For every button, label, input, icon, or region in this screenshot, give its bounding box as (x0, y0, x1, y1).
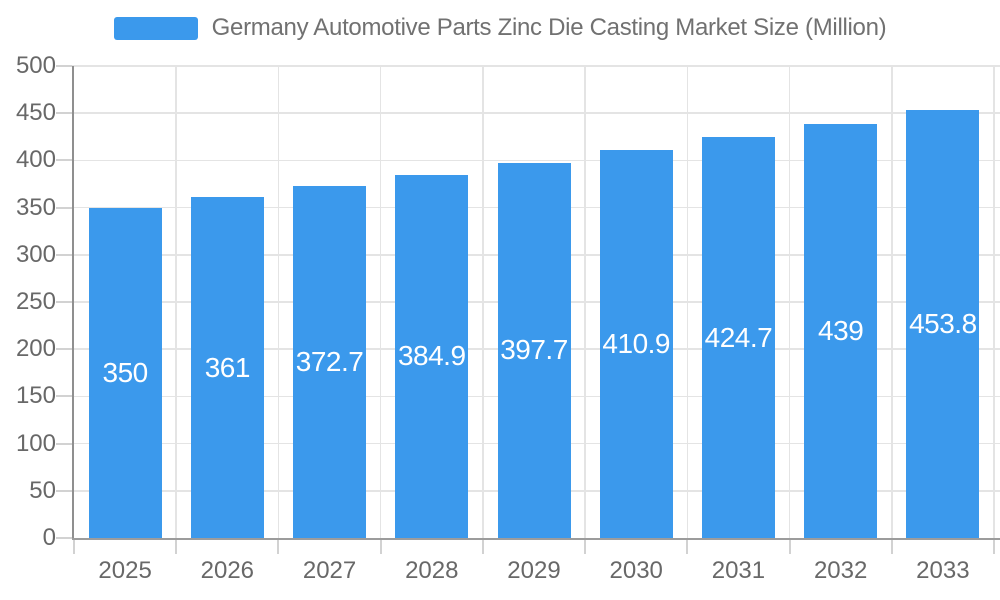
bar-2028: 384.9 (395, 174, 469, 538)
y-axis-tick (56, 206, 72, 209)
y-axis-tick (56, 395, 72, 398)
gridline-vertical (993, 66, 995, 538)
bar-value-label: 424.7 (704, 321, 773, 353)
y-axis-tick (56, 112, 72, 115)
bar-value-label: 410.9 (602, 328, 670, 360)
y-axis-line (72, 66, 74, 540)
bar-value-label: 453.8 (909, 307, 977, 339)
gridline-vertical (686, 66, 689, 538)
gridline-vertical (891, 66, 893, 538)
x-axis-line (72, 538, 1000, 540)
x-axis-label: 2027 (302, 557, 357, 584)
gridline-vertical (584, 66, 586, 538)
bar-2029: 397.7 (497, 162, 571, 538)
y-axis-tick (56, 301, 72, 303)
gridline-horizontal (72, 159, 1000, 162)
y-axis-tick (56, 65, 72, 67)
bar-2033: 453.8 (906, 109, 980, 538)
x-axis-tick (481, 540, 484, 554)
y-axis-label: 200 (15, 335, 56, 363)
x-axis-label: 2031 (711, 557, 766, 584)
bar-2026: 361 (190, 197, 264, 538)
y-axis-label: 300 (15, 240, 56, 268)
bar-2031: 424.7 (701, 137, 775, 538)
y-axis-tick (56, 159, 72, 162)
x-axis-tick (73, 540, 75, 554)
bar-2030: 410.9 (599, 150, 673, 538)
bar-2025: 350 (88, 207, 162, 538)
legend-swatch (113, 16, 198, 40)
y-axis-tick (56, 253, 72, 256)
chart-title: Germany Automotive Parts Zinc Die Castin… (211, 14, 887, 41)
y-axis-label: 350 (15, 193, 56, 221)
y-axis-tick (56, 442, 72, 445)
y-axis-label: 250 (15, 288, 56, 315)
gridline-vertical (482, 66, 484, 538)
x-axis-tick (686, 540, 689, 554)
bar-2032: 439 (804, 123, 878, 538)
bar-value-label: 372.7 (295, 346, 364, 378)
gridline-vertical (277, 66, 280, 538)
y-axis-label: 100 (15, 429, 56, 457)
x-axis-label: 2030 (609, 557, 663, 584)
gridline-vertical (175, 66, 177, 538)
legend[interactable]: Germany Automotive Parts Zinc Die Castin… (0, 14, 1000, 42)
bar-value-label: 350 (102, 356, 149, 388)
y-axis-label: 0 (42, 524, 56, 551)
x-axis-tick (175, 540, 178, 554)
y-axis-label: 450 (15, 99, 56, 127)
x-axis-tick (379, 540, 382, 554)
y-axis-tick (56, 348, 72, 351)
x-axis-tick (277, 540, 280, 554)
x-axis-label: 2033 (916, 557, 970, 584)
x-axis-label: 2025 (98, 557, 152, 584)
x-axis-tick (584, 540, 587, 554)
x-axis-label: 2026 (200, 557, 255, 584)
x-axis-tick (890, 540, 893, 554)
gridline-horizontal (72, 112, 1000, 114)
bar-value-label: 384.9 (397, 340, 466, 372)
x-axis-label: 2032 (813, 557, 868, 584)
y-axis-label: 500 (15, 52, 56, 79)
y-axis-label: 150 (15, 382, 56, 410)
gridline-horizontal (72, 65, 1000, 67)
bar-value-label: 361 (204, 351, 251, 383)
x-axis-tick (788, 540, 791, 554)
bar-value-label: 397.7 (500, 334, 568, 366)
x-axis-label: 2029 (507, 557, 561, 584)
gridline-vertical (379, 66, 382, 538)
y-axis-label: 400 (15, 146, 56, 174)
x-axis-label: 2028 (405, 557, 459, 584)
y-axis-label: 50 (29, 476, 56, 504)
bar-value-label: 439 (818, 314, 864, 346)
y-axis-tick (56, 537, 72, 539)
x-axis-tick (993, 540, 995, 554)
gridline-vertical (788, 66, 791, 538)
y-axis-tick (56, 489, 72, 492)
bar-2027: 372.7 (293, 186, 367, 538)
